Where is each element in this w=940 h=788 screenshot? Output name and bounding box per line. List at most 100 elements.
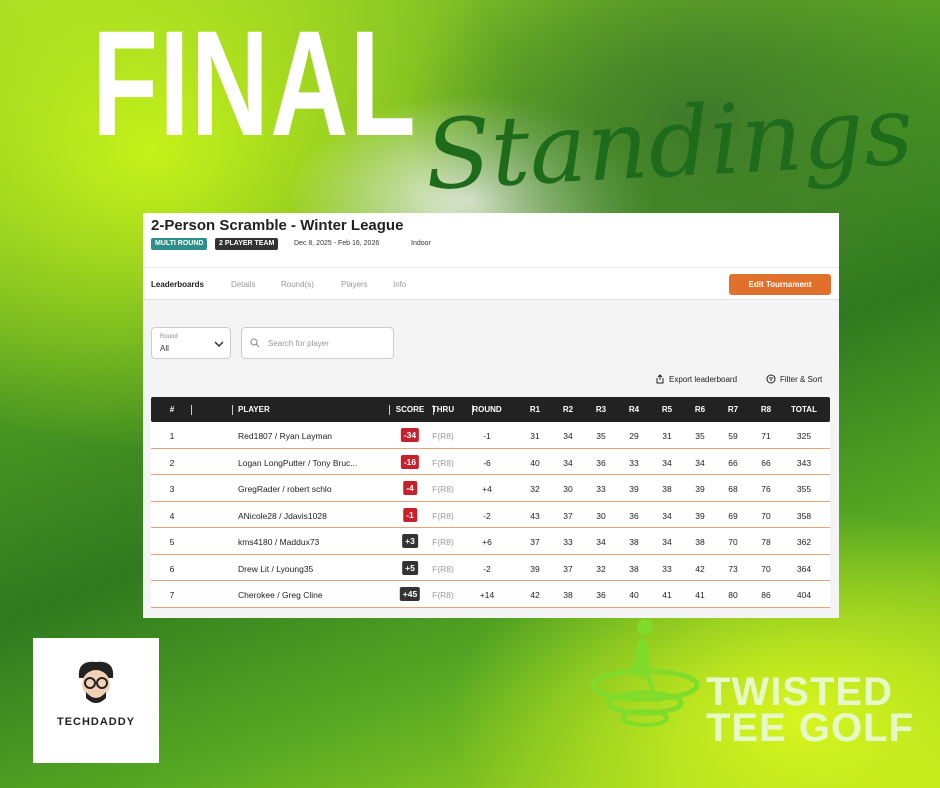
table-row: 1 Red1807 / Ryan Layman -34 F(R8) -1 31 34 35 29…: [151, 422, 830, 449]
column-header: R5: [661, 405, 673, 414]
round-select[interactable]: Round All: [151, 327, 231, 359]
edit-button[interactable]: Edit Tournament: [729, 274, 831, 295]
table-cell: 38: [695, 537, 705, 547]
table-cell: 325: [796, 431, 812, 441]
table-cell: 6: [169, 563, 175, 574]
player-name: Cherokee / Greg Cline: [238, 590, 323, 600]
search-icon: [250, 338, 260, 348]
player-name: GregRader / robert schlo: [238, 484, 332, 494]
player-name: Logan LongPutter / Tony Bruc...: [238, 457, 358, 468]
table-cell: 36: [596, 457, 606, 468]
column-separator: [389, 405, 390, 415]
round-value: All: [160, 344, 169, 353]
table-cell: 4: [169, 510, 175, 521]
table-cell: 36: [629, 510, 639, 521]
player-name: ANicole28 / Jdavis1028: [238, 510, 327, 521]
chevron: [214, 341, 224, 348]
table-cell: 3: [169, 484, 175, 494]
table-cell: 37: [563, 563, 573, 574]
export-link[interactable]: Export leaderboard: [669, 375, 738, 384]
table-cell: 355: [796, 484, 812, 494]
techdaddy-logo: TECHDADDY: [33, 638, 159, 763]
table-cell: 36: [596, 590, 606, 600]
table-cell: 34: [596, 537, 606, 547]
card-header: 2-Person Scramble - Winter League MULTI …: [143, 213, 839, 300]
tab[interactable]: Leaderboards: [151, 280, 204, 289]
player-name: Red1807 / Ryan Layman: [238, 431, 333, 441]
column-header: SCORE: [395, 405, 425, 414]
column-header: R4: [628, 405, 640, 414]
table-cell: 39: [629, 484, 639, 494]
table-row: 3 GregRader / robert schlo -4 F(R8) +4 32 30 33…: [151, 475, 830, 502]
table-cell: 30: [563, 484, 573, 494]
table-cell: 34: [662, 510, 672, 521]
table-cell: 38: [629, 537, 639, 547]
table-cell: 30: [596, 510, 606, 521]
table-row: 6 Drew Lit / Lyoung35 +5 F(R8) -2 39 37 32 38 33 4…: [151, 554, 830, 581]
table-cell: 40: [629, 590, 639, 600]
table-cell: 33: [629, 457, 639, 468]
table-row: 2 Logan LongPutter / Tony Bruc... -16 F(R8)…: [151, 448, 830, 475]
table-cell: 66: [728, 457, 738, 468]
table-cell: 41: [695, 590, 705, 600]
table-cell: 343: [796, 457, 812, 468]
table-cell: 86: [761, 590, 771, 600]
column-header: ROUND: [472, 405, 502, 414]
table-cell: 42: [530, 590, 540, 600]
badge: MULTI ROUND: [151, 238, 208, 250]
logo-figure: [78, 661, 114, 703]
search-placeholder: Search for player: [268, 339, 329, 348]
score-badge: -1: [403, 507, 417, 522]
search-box[interactable]: Search for player: [241, 327, 394, 359]
table-cell: -2: [483, 563, 491, 574]
table-cell: 362: [796, 537, 812, 547]
thru-cell: F(R8): [432, 457, 454, 468]
table-cell: 70: [761, 563, 771, 574]
score-badge: -34: [400, 428, 420, 442]
tab[interactable]: Players: [341, 280, 368, 289]
table-cell: 76: [761, 484, 771, 494]
thru-cell: F(R8): [432, 510, 454, 521]
table-cell: 71: [761, 431, 771, 441]
table-cell: -6: [483, 457, 491, 468]
dates: Dec 8, 2025 - Feb 16, 2026: [294, 240, 380, 247]
table-cell: 32: [596, 563, 606, 574]
export-icon: [656, 374, 664, 384]
table-cell: 33: [596, 484, 606, 494]
tab[interactable]: Details: [231, 280, 256, 289]
table-cell: 69: [728, 510, 738, 521]
round-label: Round: [160, 334, 178, 340]
column-header: R7: [727, 405, 739, 414]
tab[interactable]: Info: [393, 280, 407, 289]
title: 2-Person Scramble - Winter League: [151, 217, 404, 234]
table-cell: -2: [483, 510, 491, 521]
thru-cell: F(R8): [432, 431, 454, 441]
table-cell: 39: [695, 510, 705, 521]
filter-sort[interactable]: Filter & Sort: [780, 375, 823, 384]
score-badge: -4: [403, 481, 417, 495]
table-row: 7 Cherokee / Greg Cline +45 F(R8) +14 42 38 36 4…: [151, 581, 830, 608]
logo-text: TECHDADDY: [56, 716, 136, 728]
table-cell: 37: [563, 510, 573, 521]
table-cell: 32: [530, 484, 540, 494]
table-cell: 78: [761, 537, 771, 547]
tab[interactable]: Round(s): [281, 280, 314, 289]
table-cell: +14: [479, 590, 495, 600]
headline: FINAL: [92, 0, 418, 167]
table-cell: 66: [761, 457, 771, 468]
location: Indoor: [411, 240, 431, 247]
table-cell: 38: [629, 563, 639, 574]
table-cell: 34: [662, 457, 672, 468]
table-cell: 40: [530, 457, 540, 468]
column-separator: [191, 405, 192, 415]
player-name: kms4180 / Maddux73: [238, 537, 320, 547]
table-cell: 70: [728, 537, 738, 547]
table-cell: 37: [530, 537, 540, 547]
column-separator: [232, 405, 233, 415]
tabs: Leaderboards Details Round(s) Players In…: [143, 267, 839, 300]
column-header: PLAYER: [238, 405, 270, 414]
table-cell: 42: [695, 563, 705, 574]
thru-cell: F(R8): [432, 563, 454, 574]
player-name: Drew Lit / Lyoung35: [238, 563, 314, 574]
column-header: R6: [694, 405, 706, 414]
